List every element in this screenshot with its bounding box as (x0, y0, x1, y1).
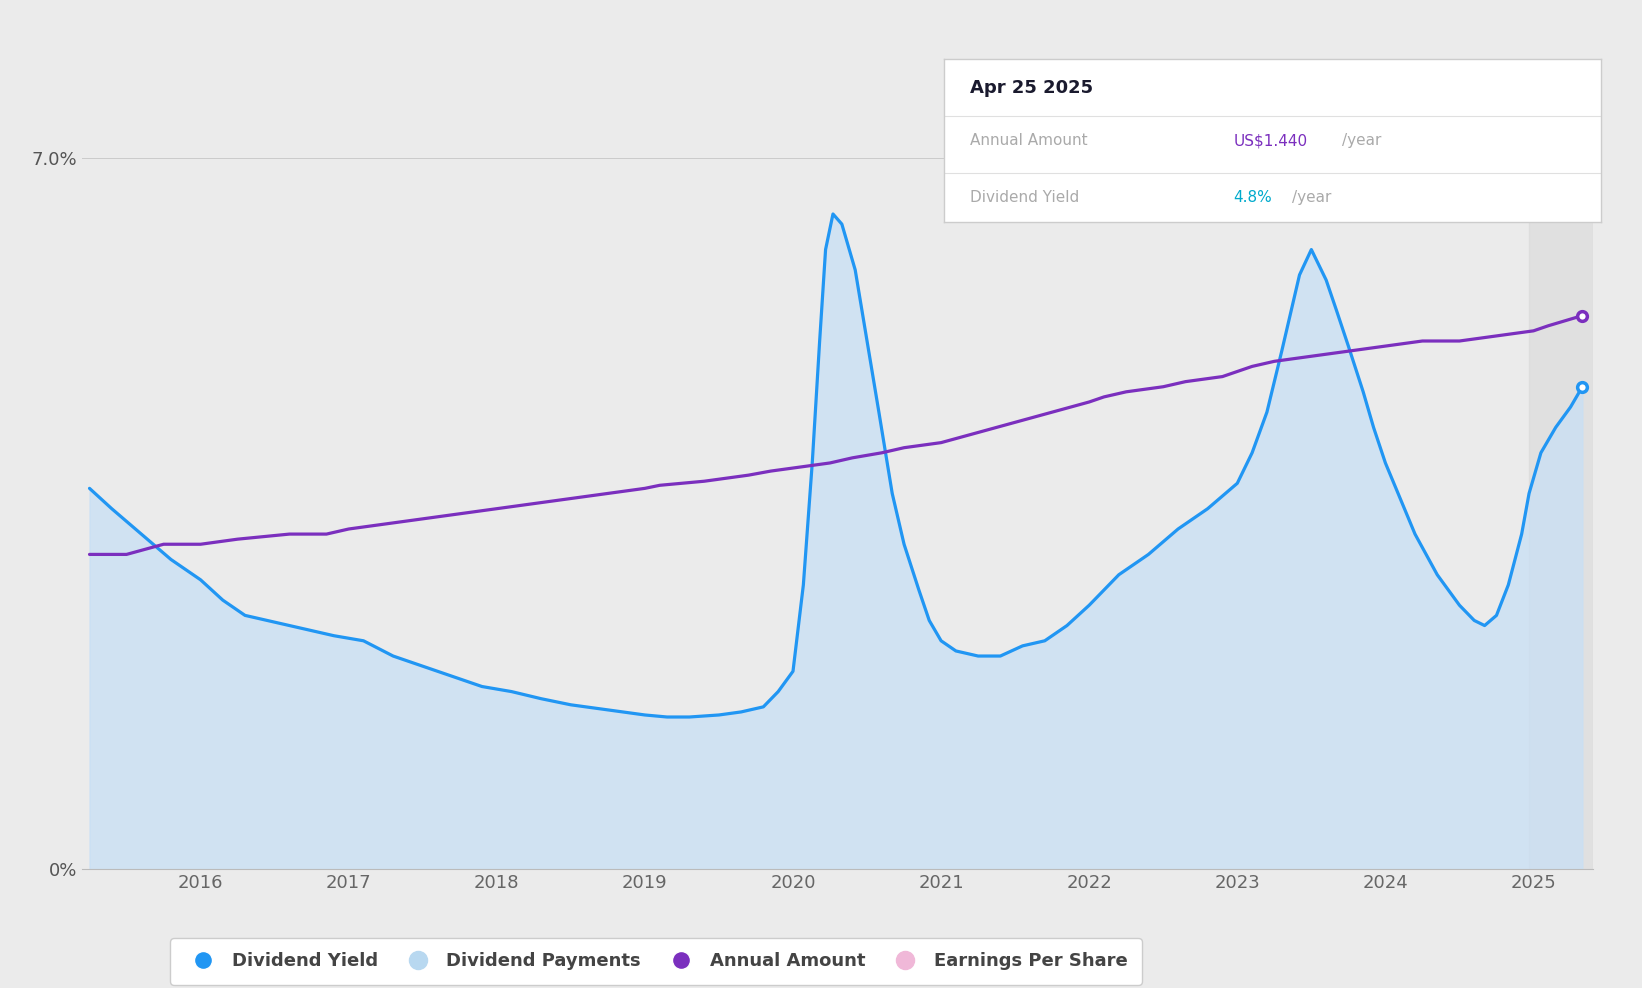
Bar (1529, 158, 1593, 869)
Text: Apr 25 2025: Apr 25 2025 (970, 79, 1094, 97)
Text: /year: /year (1292, 191, 1332, 206)
Text: Annual Amount: Annual Amount (970, 133, 1089, 148)
Legend: Dividend Yield, Dividend Payments, Annual Amount, Earnings Per Share: Dividend Yield, Dividend Payments, Annua… (171, 938, 1141, 985)
Text: Dividend Yield: Dividend Yield (970, 191, 1080, 206)
Text: /year: /year (1342, 133, 1381, 148)
Text: Past: Past (1532, 165, 1566, 183)
Text: 4.8%: 4.8% (1233, 191, 1273, 206)
Text: US$1.440: US$1.440 (1233, 133, 1307, 148)
